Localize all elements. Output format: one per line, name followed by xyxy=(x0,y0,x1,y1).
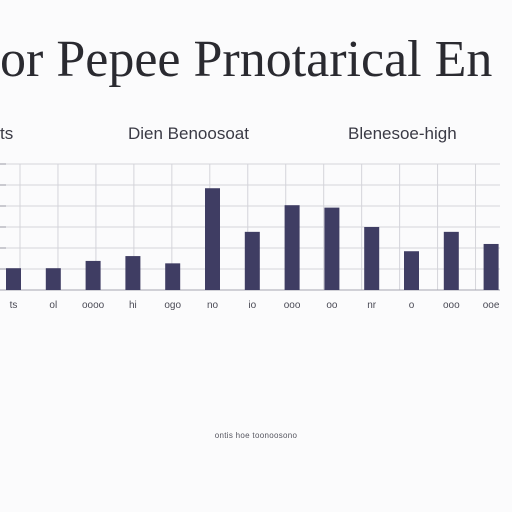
bar xyxy=(205,188,220,290)
bar xyxy=(364,227,380,290)
subtitle-left: ts xyxy=(0,124,14,143)
x-tick-label: ol xyxy=(49,300,57,311)
bar xyxy=(6,268,21,290)
x-tick-label: io xyxy=(248,300,256,311)
x-tick-label: o xyxy=(409,300,415,311)
x-tick-label: ogo xyxy=(164,300,181,311)
subtitle-right: Blenesoe-high xyxy=(348,124,457,143)
x-tick-label: nr xyxy=(367,300,377,311)
x-tick-label: ts xyxy=(10,300,18,311)
bar-chart: ts ol oooo hi ogo no io ooo oo nr o ooo ooe xyxy=(0,163,500,311)
x-tick-label: oo xyxy=(326,300,338,311)
x-tick-label: oooo xyxy=(82,300,105,311)
x-tick-label: hi xyxy=(129,300,137,311)
bar xyxy=(284,205,300,290)
bar xyxy=(45,268,61,290)
bar xyxy=(125,256,141,290)
chart-footnote: ontis hoe toonoosono xyxy=(214,431,298,440)
bar xyxy=(324,207,340,290)
chart-title-text: or Pepee Prnotarical En xyxy=(0,31,493,88)
bar xyxy=(244,231,260,290)
bar xyxy=(165,263,181,290)
x-tick-label: ooe xyxy=(483,300,500,311)
bar xyxy=(85,260,101,290)
bar xyxy=(404,251,419,290)
x-tick-label: ooo xyxy=(443,300,460,311)
chart-title: or Pepee Prnotarical En xyxy=(0,30,512,90)
subtitle-center: Dien Benoosoat xyxy=(128,124,249,143)
bar xyxy=(483,243,499,290)
x-tick-label: no xyxy=(207,300,219,311)
x-tick-label: ooo xyxy=(284,300,301,311)
bar xyxy=(443,231,459,290)
